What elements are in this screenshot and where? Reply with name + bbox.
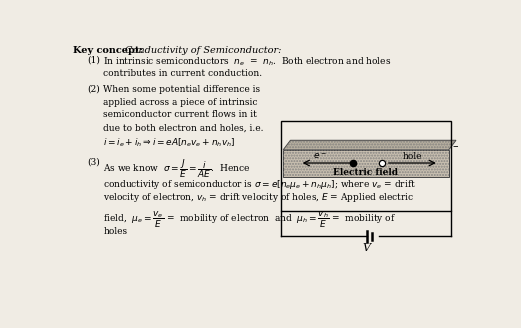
Text: field,  $\mu_e = \dfrac{v_e}{E}$ =  mobility of electron  and  $\mu_h = \dfrac{v: field, $\mu_e = \dfrac{v_e}{E}$ = mobili… [104,210,396,230]
Text: due to both electron and holes, i.e.: due to both electron and holes, i.e. [104,123,264,132]
Polygon shape [283,140,456,150]
Text: (3): (3) [88,157,100,166]
Text: Electric field: Electric field [333,168,399,177]
Text: semiconductor current flows in it: semiconductor current flows in it [104,111,257,119]
Text: V: V [362,243,370,254]
Text: As we know  $\sigma = \dfrac{J}{E} = \dfrac{i}{AE}$.  Hence: As we know $\sigma = \dfrac{J}{E} = \dfr… [104,157,251,180]
Text: conductivity of semiconductor is $\sigma = e[n_e\mu_e + n_h\mu_h]$; where $v_e$ : conductivity of semiconductor is $\sigma… [104,178,416,191]
Text: holes: holes [104,227,128,236]
Text: Key concept:: Key concept: [73,46,143,55]
Text: applied across a piece of intrinsic: applied across a piece of intrinsic [104,98,258,107]
Text: (2): (2) [88,85,100,94]
Text: $e^-$: $e^-$ [313,151,327,161]
Text: –: – [453,141,458,151]
Text: (1): (1) [88,56,100,65]
Text: When some potential difference is: When some potential difference is [104,85,260,94]
Text: Conductivity of Semiconductor:: Conductivity of Semiconductor: [125,46,281,55]
Text: In intrinsic semiconductors  $n_e$  =  $n_h$.  Both electron and holes: In intrinsic semiconductors $n_e$ = $n_h… [104,56,392,68]
Text: $i = i_e + i_h \Rightarrow i = eA[n_e v_e + n_h v_h]$: $i = i_e + i_h \Rightarrow i = eA[n_e v_… [104,136,236,149]
Text: velocity of electron, $v_h$ = drift velocity of holes, $E$ = Applied electric: velocity of electron, $v_h$ = drift velo… [104,191,415,204]
Text: contributes in current conduction.: contributes in current conduction. [104,69,263,78]
Bar [283,150,449,177]
Bar [283,150,449,177]
Text: hole: hole [403,152,422,161]
Bar [281,121,451,211]
